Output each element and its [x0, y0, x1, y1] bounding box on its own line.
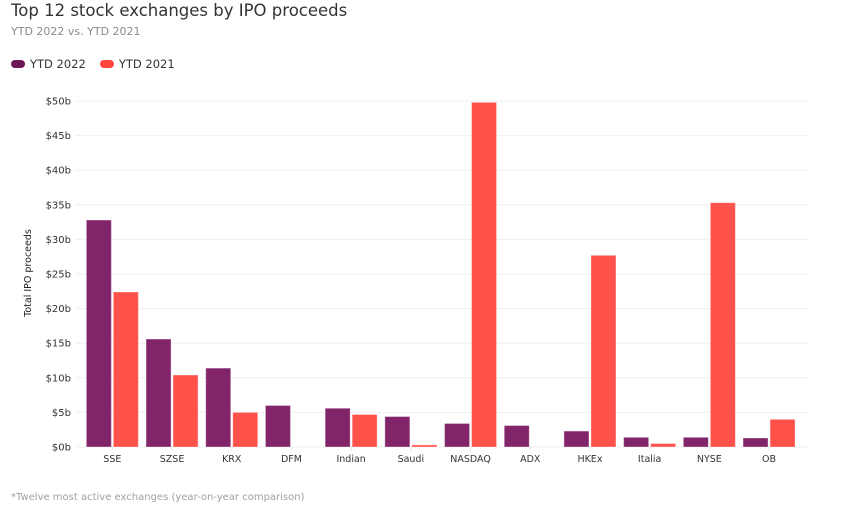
- y-tick-label: $20b: [46, 304, 71, 315]
- bar-sse-ytd-2022[interactable]: [85, 219, 112, 448]
- legend-swatch-ytd-2022: [11, 60, 25, 68]
- bar-szse-ytd-2021[interactable]: [172, 374, 199, 448]
- x-tick-label: Indian: [336, 454, 365, 465]
- x-tick-label: OB: [762, 454, 776, 465]
- bar-italia-ytd-2021[interactable]: [650, 443, 677, 448]
- x-tick-label: NASDAQ: [450, 454, 491, 465]
- bar-krx-ytd-2021[interactable]: [232, 411, 259, 448]
- y-axis-ticks: $0b $5b $10b $15b $20b $25b $30b $35b $40b $45b $5…: [46, 97, 71, 454]
- bar-sse-ytd-2021[interactable]: [112, 291, 139, 448]
- bar-hkex-ytd-2021[interactable]: [590, 254, 617, 448]
- legend-item-ytd-2022[interactable]: YTD 2022: [11, 57, 86, 71]
- bar-nyse-ytd-2022[interactable]: [682, 436, 709, 448]
- bar-saudi-ytd-2022[interactable]: [384, 416, 411, 448]
- x-axis-ticks: SSE SZSE KRX DFM Indian Saudi NASDAQ ADX HKEx Ita…: [103, 447, 776, 465]
- y-tick-label: $35b: [46, 200, 71, 211]
- x-tick-label: SZSE: [160, 454, 185, 465]
- bar-nasdaq-ytd-2022[interactable]: [444, 422, 471, 448]
- y-tick-label: $30b: [46, 235, 71, 246]
- x-tick-label: NYSE: [697, 454, 722, 465]
- bars: [85, 101, 796, 448]
- bar-ob-ytd-2022[interactable]: [742, 437, 769, 448]
- y-tick-label: $25b: [46, 270, 71, 281]
- chart-title: Top 12 stock exchanges by IPO proceeds: [11, 1, 348, 20]
- x-tick-label: Italia: [638, 454, 661, 465]
- y-tick-label: $5b: [52, 408, 71, 419]
- x-tick-label: DFM: [281, 454, 302, 465]
- legend-item-ytd-2021[interactable]: YTD 2021: [99, 57, 175, 71]
- bar-ob-ytd-2021[interactable]: [769, 418, 796, 448]
- x-tick-label: KRX: [222, 454, 242, 465]
- y-tick-label: $45b: [46, 131, 71, 142]
- y-tick-label: $0b: [52, 443, 71, 454]
- bar-italia-ytd-2022[interactable]: [623, 436, 650, 448]
- y-tick-label: $40b: [46, 166, 71, 177]
- legend: YTD 2022 YTD 2021: [11, 57, 189, 71]
- x-tick-label: ADX: [520, 454, 541, 465]
- footnote: *Twelve most active exchanges (year-on-y…: [11, 492, 305, 503]
- x-tick-label: Saudi: [398, 454, 425, 465]
- gridlines: [76, 100, 808, 448]
- y-tick-label: $50b: [46, 97, 71, 108]
- chart-subtitle: YTD 2022 vs. YTD 2021: [11, 25, 141, 38]
- bar-hkex-ytd-2022[interactable]: [563, 430, 590, 448]
- bar-indian-ytd-2021[interactable]: [351, 413, 378, 448]
- bar-krx-ytd-2022[interactable]: [205, 367, 232, 448]
- bar-szse-ytd-2022[interactable]: [145, 338, 172, 448]
- legend-label: YTD 2021: [118, 57, 175, 71]
- x-tick-label: SSE: [103, 454, 121, 465]
- y-axis-label: Total IPO proceeds: [23, 229, 34, 318]
- bar-adx-ytd-2022[interactable]: [503, 425, 530, 448]
- y-tick-label: $15b: [46, 339, 71, 350]
- bar-saudi-ytd-2021[interactable]: [411, 444, 438, 448]
- bar-dfm-ytd-2022[interactable]: [264, 404, 291, 448]
- legend-swatch-ytd-2021: [99, 60, 114, 68]
- y-tick-label: $10b: [46, 373, 71, 384]
- legend-label: YTD 2022: [30, 57, 86, 71]
- bar-nasdaq-ytd-2021[interactable]: [471, 101, 498, 448]
- bar-nyse-ytd-2021[interactable]: [709, 202, 736, 448]
- x-tick-label: HKEx: [577, 454, 602, 465]
- bar-indian-ytd-2022[interactable]: [324, 407, 351, 448]
